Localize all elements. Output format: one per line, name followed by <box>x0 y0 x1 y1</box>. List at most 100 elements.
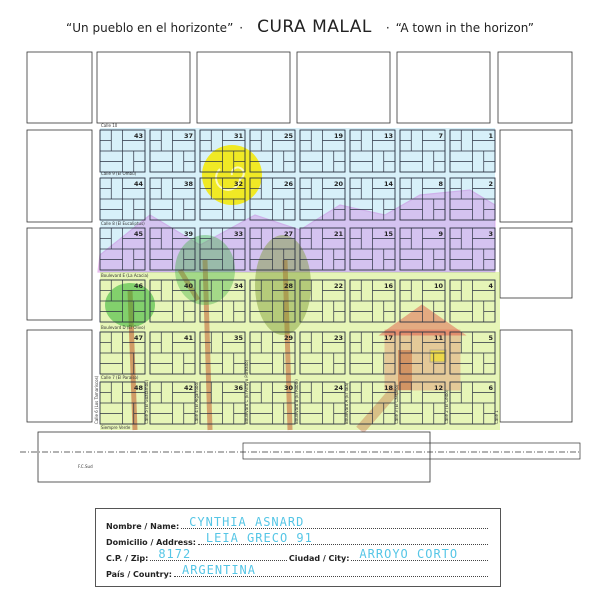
outer-block <box>26 329 93 423</box>
zip-field[interactable]: 8172 <box>150 547 287 561</box>
block-number: 19 <box>334 132 344 140</box>
block: 36 <box>199 381 246 425</box>
block: 8 <box>399 177 446 221</box>
tree-left <box>105 283 155 431</box>
outer-blocks <box>26 51 573 423</box>
block-number: 4 <box>488 282 493 290</box>
block-number: 29 <box>284 334 294 342</box>
block: 44 <box>99 177 146 221</box>
block: 28 <box>249 279 296 323</box>
tree-right <box>255 235 311 431</box>
block-number: 25 <box>284 132 294 140</box>
block-number: 10 <box>434 282 444 290</box>
block-number: 39 <box>184 230 194 238</box>
block-number: 22 <box>334 282 343 290</box>
block: 34 <box>199 279 246 323</box>
address-field[interactable]: LEIA GRECO 91 <box>197 531 488 545</box>
block: 41 <box>149 331 196 375</box>
block: 23 <box>299 331 346 375</box>
block: 29 <box>249 331 296 375</box>
block-number: 7 <box>438 132 443 140</box>
street-labels-vertical: Calle 6 (Los Tamariscos) Calle 5 (El Guat… <box>94 359 499 424</box>
address-row: Domicilio / Address: LEIA GRECO 91 <box>106 531 490 547</box>
block-number: 28 <box>284 282 294 290</box>
block-number: 31 <box>234 132 244 140</box>
block-number: 3 <box>488 230 493 238</box>
block: 38 <box>149 177 196 221</box>
path <box>356 386 399 434</box>
outer-block <box>26 227 93 321</box>
block: 6 <box>449 381 496 425</box>
street-label: Calle 5 (El Guatambú) <box>144 379 149 424</box>
street-label: Boulevard D (El Olivo) <box>101 325 146 330</box>
block: 42 <box>149 381 196 425</box>
outer-block <box>26 129 93 223</box>
outer-block <box>26 51 93 124</box>
block-number: 23 <box>334 334 343 342</box>
english-subtitle: “A town in the horizon” <box>395 21 534 35</box>
block: 25 <box>249 129 296 173</box>
town-name: CURA MALAL <box>257 17 372 37</box>
street-label: Boulevard B (El Roble) <box>294 379 299 424</box>
contact-form: Nombre / Name: CYNTHIA ASNARD Domicilio /… <box>95 508 501 587</box>
street-label: Calle 3 (El Castaño) <box>394 384 399 424</box>
block: 27 <box>249 227 296 271</box>
street-label: Calle 9 (El Ombú) <box>101 171 137 176</box>
block: 11 <box>399 331 446 375</box>
block: 39 <box>149 227 196 271</box>
block: 26 <box>249 177 296 221</box>
outer-block <box>196 51 291 124</box>
block-number: 45 <box>134 230 144 238</box>
block: 15 <box>349 227 396 271</box>
outer-block <box>499 227 573 299</box>
block-number: 17 <box>384 334 393 342</box>
block: 40 <box>149 279 196 323</box>
block-number: 6 <box>488 384 493 392</box>
block: 14 <box>349 177 396 221</box>
town-blocks: 4344454647483738394041423132333435362526… <box>99 129 496 425</box>
block: 21 <box>299 227 346 271</box>
street-label: Calle 8 (El Eucaliptus) <box>101 221 145 226</box>
street-label: Calle 1 <box>494 410 499 424</box>
street-label: Boulevard C (El Arroyo Pareado) <box>244 359 249 424</box>
block-number: 47 <box>134 334 143 342</box>
block-number: 16 <box>384 282 394 290</box>
block-number: 5 <box>488 334 493 342</box>
street-label: Siempre Verde <box>101 425 131 430</box>
block: 37 <box>149 129 196 173</box>
name-field[interactable]: CYNTHIA ASNARD <box>181 515 488 529</box>
block-number: 2 <box>488 180 493 188</box>
block-number: 11 <box>434 334 444 342</box>
block-number: 33 <box>234 230 243 238</box>
block: 22 <box>299 279 346 323</box>
block-number: 15 <box>384 230 394 238</box>
block: 24 <box>299 381 346 425</box>
block-number: 8 <box>438 180 443 188</box>
name-row: Nombre / Name: CYNTHIA ASNARD <box>106 515 490 531</box>
country-field[interactable]: ARGENTINA <box>173 563 488 577</box>
city-field[interactable]: ARROYO CORTO <box>351 547 489 561</box>
block-number: 13 <box>384 132 393 140</box>
outer-block <box>396 51 491 124</box>
zip-city-row: C.P. / Zip: 8172 Ciudad / City: ARROYO CORT… <box>106 547 490 563</box>
block: 13 <box>349 129 396 173</box>
block: 20 <box>299 177 346 221</box>
block-number: 12 <box>434 384 443 392</box>
block: 35 <box>199 331 246 375</box>
block-number: 9 <box>438 230 443 238</box>
block-number: 24 <box>334 384 344 392</box>
block-number: 20 <box>334 180 344 188</box>
block-number: 36 <box>234 384 244 392</box>
street-label: Calle 7 (El Paraíso) <box>101 375 139 380</box>
block-number: 48 <box>134 384 144 392</box>
block: 2 <box>449 177 496 221</box>
block-number: 43 <box>134 132 143 140</box>
outer-block <box>296 51 391 124</box>
block: 3 <box>449 227 496 271</box>
outer-block <box>499 129 573 223</box>
block-number: 32 <box>234 180 243 188</box>
block-number: 14 <box>384 180 394 188</box>
block: 19 <box>299 129 346 173</box>
spanish-subtitle: “Un pueblo en el horizonte” <box>66 21 234 35</box>
